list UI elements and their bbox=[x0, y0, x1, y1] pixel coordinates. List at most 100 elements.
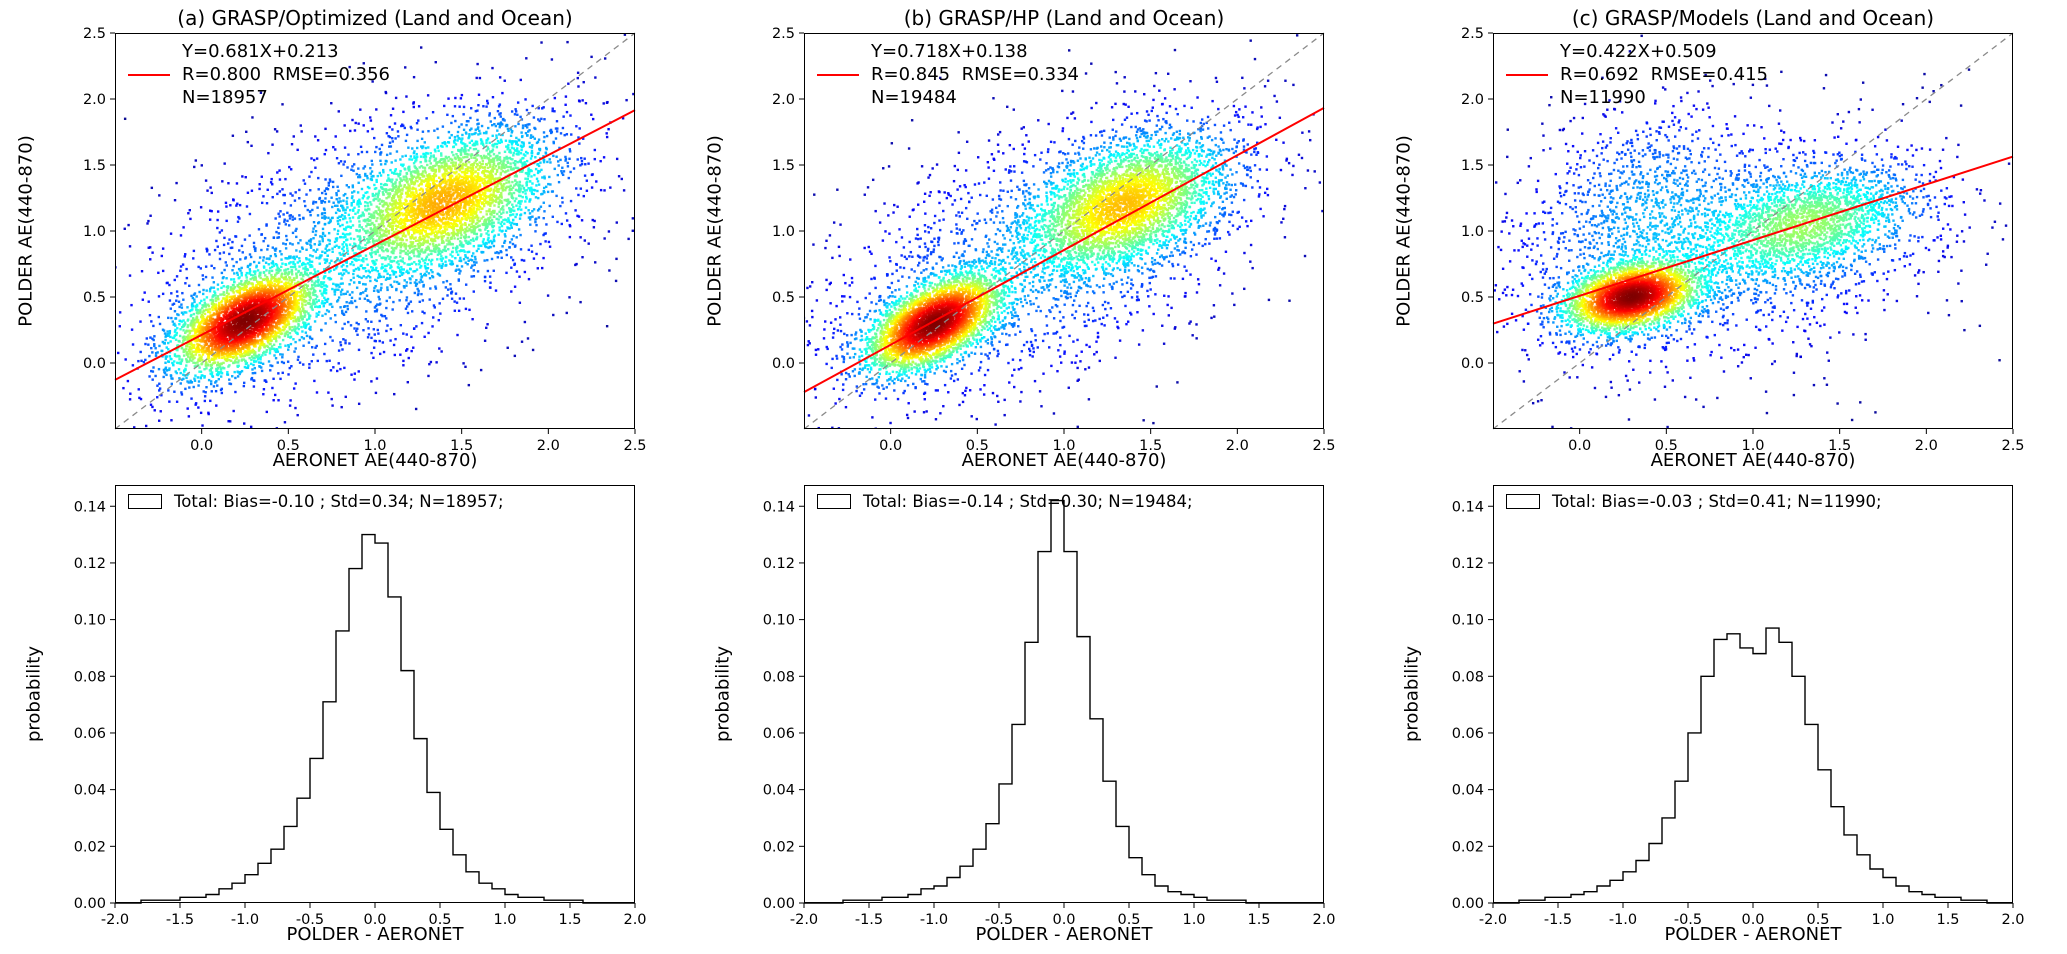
svg-text:0.0: 0.0 bbox=[879, 438, 902, 454]
svg-text:1.0: 1.0 bbox=[83, 224, 106, 240]
legend-label: Total: Bias=-0.10 ; Std=0.34; N=18957; bbox=[174, 492, 504, 511]
fit-equation: Y=0.422X+0.509 bbox=[1560, 41, 1717, 62]
svg-text:1.5: 1.5 bbox=[1828, 438, 1851, 454]
legend-label: Total: Bias=-0.03 ; Std=0.41; N=11990; bbox=[1552, 492, 1882, 511]
svg-text:1.0: 1.0 bbox=[1182, 912, 1205, 928]
svg-text:0.08: 0.08 bbox=[763, 669, 795, 685]
panel-scatter-a: (a) GRASP/Optimized (Land and Ocean) POL… bbox=[0, 0, 689, 472]
x-axis-label: POLDER - AERONET bbox=[1664, 924, 1842, 945]
svg-text:0.0: 0.0 bbox=[1461, 356, 1484, 372]
svg-text:-2.0: -2.0 bbox=[1479, 912, 1507, 928]
svg-text:0.12: 0.12 bbox=[1452, 556, 1484, 572]
fit-stats: R=0.800 RMSE=0.356 bbox=[182, 64, 391, 85]
svg-text:1.0: 1.0 bbox=[363, 438, 386, 454]
svg-text:0.06: 0.06 bbox=[74, 726, 106, 742]
svg-text:0.10: 0.10 bbox=[74, 613, 106, 629]
svg-text:2.0: 2.0 bbox=[83, 92, 106, 108]
svg-text:0.0: 0.0 bbox=[1741, 912, 1764, 928]
svg-text:2.0: 2.0 bbox=[537, 438, 560, 454]
svg-text:0.5: 0.5 bbox=[1117, 912, 1140, 928]
fit-line-swatch bbox=[817, 74, 859, 76]
scatter-plot-b: 0.0 0.5 1.0 1.5 2.0 2.5 0.0 0.5 1.0 1.5 2.0 2.5 bbox=[772, 26, 1336, 454]
svg-text:2.0: 2.0 bbox=[1915, 438, 1938, 454]
svg-text:0.10: 0.10 bbox=[1452, 613, 1484, 629]
fit-line-swatch bbox=[1506, 74, 1548, 76]
fit-count: N=11990 bbox=[1560, 87, 1646, 108]
svg-text:0.0: 0.0 bbox=[772, 356, 795, 372]
svg-text:1.0: 1.0 bbox=[493, 912, 516, 928]
svg-text:0.04: 0.04 bbox=[763, 783, 795, 799]
svg-text:0.08: 0.08 bbox=[74, 669, 106, 685]
svg-text:0.0: 0.0 bbox=[1052, 912, 1075, 928]
svg-text:1.0: 1.0 bbox=[1871, 912, 1894, 928]
chart-title-c: (c) GRASP/Models (Land and Ocean) bbox=[1571, 6, 1935, 30]
svg-text:2.5: 2.5 bbox=[623, 438, 646, 454]
svg-text:2.0: 2.0 bbox=[623, 912, 646, 928]
svg-text:-1.0: -1.0 bbox=[231, 912, 259, 928]
chart-title-a: (a) GRASP/Optimized (Land and Ocean) bbox=[177, 6, 573, 30]
x-axis-label: POLDER - AERONET bbox=[975, 924, 1153, 945]
svg-text:0.12: 0.12 bbox=[763, 556, 795, 572]
svg-text:1.5: 1.5 bbox=[772, 158, 795, 174]
svg-text:2.0: 2.0 bbox=[1226, 438, 1249, 454]
svg-text:0.04: 0.04 bbox=[1452, 783, 1484, 799]
svg-text:1.5: 1.5 bbox=[1247, 912, 1270, 928]
svg-text:-1.5: -1.5 bbox=[1544, 912, 1572, 928]
fit-annotation-a: Y=0.681X+0.213 R=0.800 RMSE=0.356 N=1895… bbox=[128, 40, 390, 109]
histogram-plot-c: -2.0 -1.5 -1.0 -0.5 0.0 0.5 1.0 1.5 2.0 0.00 0.02 0… bbox=[1452, 485, 2025, 928]
histogram-plot-a: -2.0 -1.5 -1.0 -0.5 0.0 0.5 1.0 1.5 2.0 0.00 0.02 0… bbox=[74, 485, 647, 928]
panel-histogram-a: probability -2.0 -1.5 -1.0 -0.5 0.0 0.5 1.0 1.5… bbox=[0, 472, 689, 954]
svg-text:0.0: 0.0 bbox=[190, 438, 213, 454]
svg-text:1.0: 1.0 bbox=[1052, 438, 1075, 454]
svg-text:2.5: 2.5 bbox=[1461, 26, 1484, 42]
fit-annotation-b: Y=0.718X+0.138 R=0.845 RMSE=0.334 N=1948… bbox=[817, 40, 1079, 109]
svg-text:0.5: 0.5 bbox=[966, 438, 989, 454]
svg-text:1.5: 1.5 bbox=[558, 912, 581, 928]
fit-count: N=19484 bbox=[871, 87, 957, 108]
svg-text:2.5: 2.5 bbox=[1312, 438, 1335, 454]
svg-text:-2.0: -2.0 bbox=[101, 912, 129, 928]
svg-text:-0.5: -0.5 bbox=[296, 912, 324, 928]
svg-text:0.02: 0.02 bbox=[1452, 839, 1484, 855]
svg-text:-2.0: -2.0 bbox=[790, 912, 818, 928]
svg-text:1.0: 1.0 bbox=[1741, 438, 1764, 454]
svg-text:0.14: 0.14 bbox=[1452, 499, 1484, 515]
svg-text:0.00: 0.00 bbox=[1452, 896, 1484, 912]
svg-text:0.0: 0.0 bbox=[1568, 438, 1591, 454]
fit-stats: R=0.845 RMSE=0.334 bbox=[871, 64, 1080, 85]
legend-swatch bbox=[128, 494, 162, 509]
svg-text:0.02: 0.02 bbox=[74, 839, 106, 855]
svg-text:0.0: 0.0 bbox=[363, 912, 386, 928]
svg-text:0.5: 0.5 bbox=[428, 912, 451, 928]
fit-equation: Y=0.681X+0.213 bbox=[182, 41, 339, 62]
svg-text:0.06: 0.06 bbox=[763, 726, 795, 742]
y-axis-label: POLDER AE(440-870) bbox=[704, 135, 726, 327]
svg-text:2.0: 2.0 bbox=[2001, 912, 2024, 928]
svg-text:0.5: 0.5 bbox=[277, 438, 300, 454]
svg-text:0.0: 0.0 bbox=[83, 356, 106, 372]
svg-text:-0.5: -0.5 bbox=[1674, 912, 1702, 928]
svg-text:-1.5: -1.5 bbox=[166, 912, 194, 928]
svg-text:0.10: 0.10 bbox=[763, 613, 795, 629]
svg-text:0.5: 0.5 bbox=[1655, 438, 1678, 454]
svg-text:-1.5: -1.5 bbox=[855, 912, 883, 928]
legend-swatch bbox=[817, 494, 851, 509]
svg-text:0.14: 0.14 bbox=[74, 499, 106, 515]
svg-text:1.5: 1.5 bbox=[1461, 158, 1484, 174]
panel-scatter-c: (c) GRASP/Models (Land and Ocean) POLDER… bbox=[1378, 0, 2067, 472]
svg-text:0.08: 0.08 bbox=[1452, 669, 1484, 685]
svg-text:2.0: 2.0 bbox=[1461, 92, 1484, 108]
svg-text:2.5: 2.5 bbox=[772, 26, 795, 42]
fit-count: N=18957 bbox=[182, 87, 268, 108]
legend-swatch bbox=[1506, 494, 1540, 509]
svg-text:1.5: 1.5 bbox=[450, 438, 473, 454]
svg-text:0.02: 0.02 bbox=[763, 839, 795, 855]
chart-title-b: (b) GRASP/HP (Land and Ocean) bbox=[903, 6, 1225, 30]
y-axis-label: probability bbox=[712, 645, 734, 743]
x-axis-label: POLDER - AERONET bbox=[286, 924, 464, 945]
legend-label: Total: Bias=-0.14 ; Std=0.30; N=19484; bbox=[863, 492, 1193, 511]
x-axis-label: AERONET AE(440-870) bbox=[1650, 450, 1856, 471]
svg-text:0.06: 0.06 bbox=[1452, 726, 1484, 742]
svg-text:0.5: 0.5 bbox=[83, 290, 106, 306]
svg-text:-1.0: -1.0 bbox=[920, 912, 948, 928]
